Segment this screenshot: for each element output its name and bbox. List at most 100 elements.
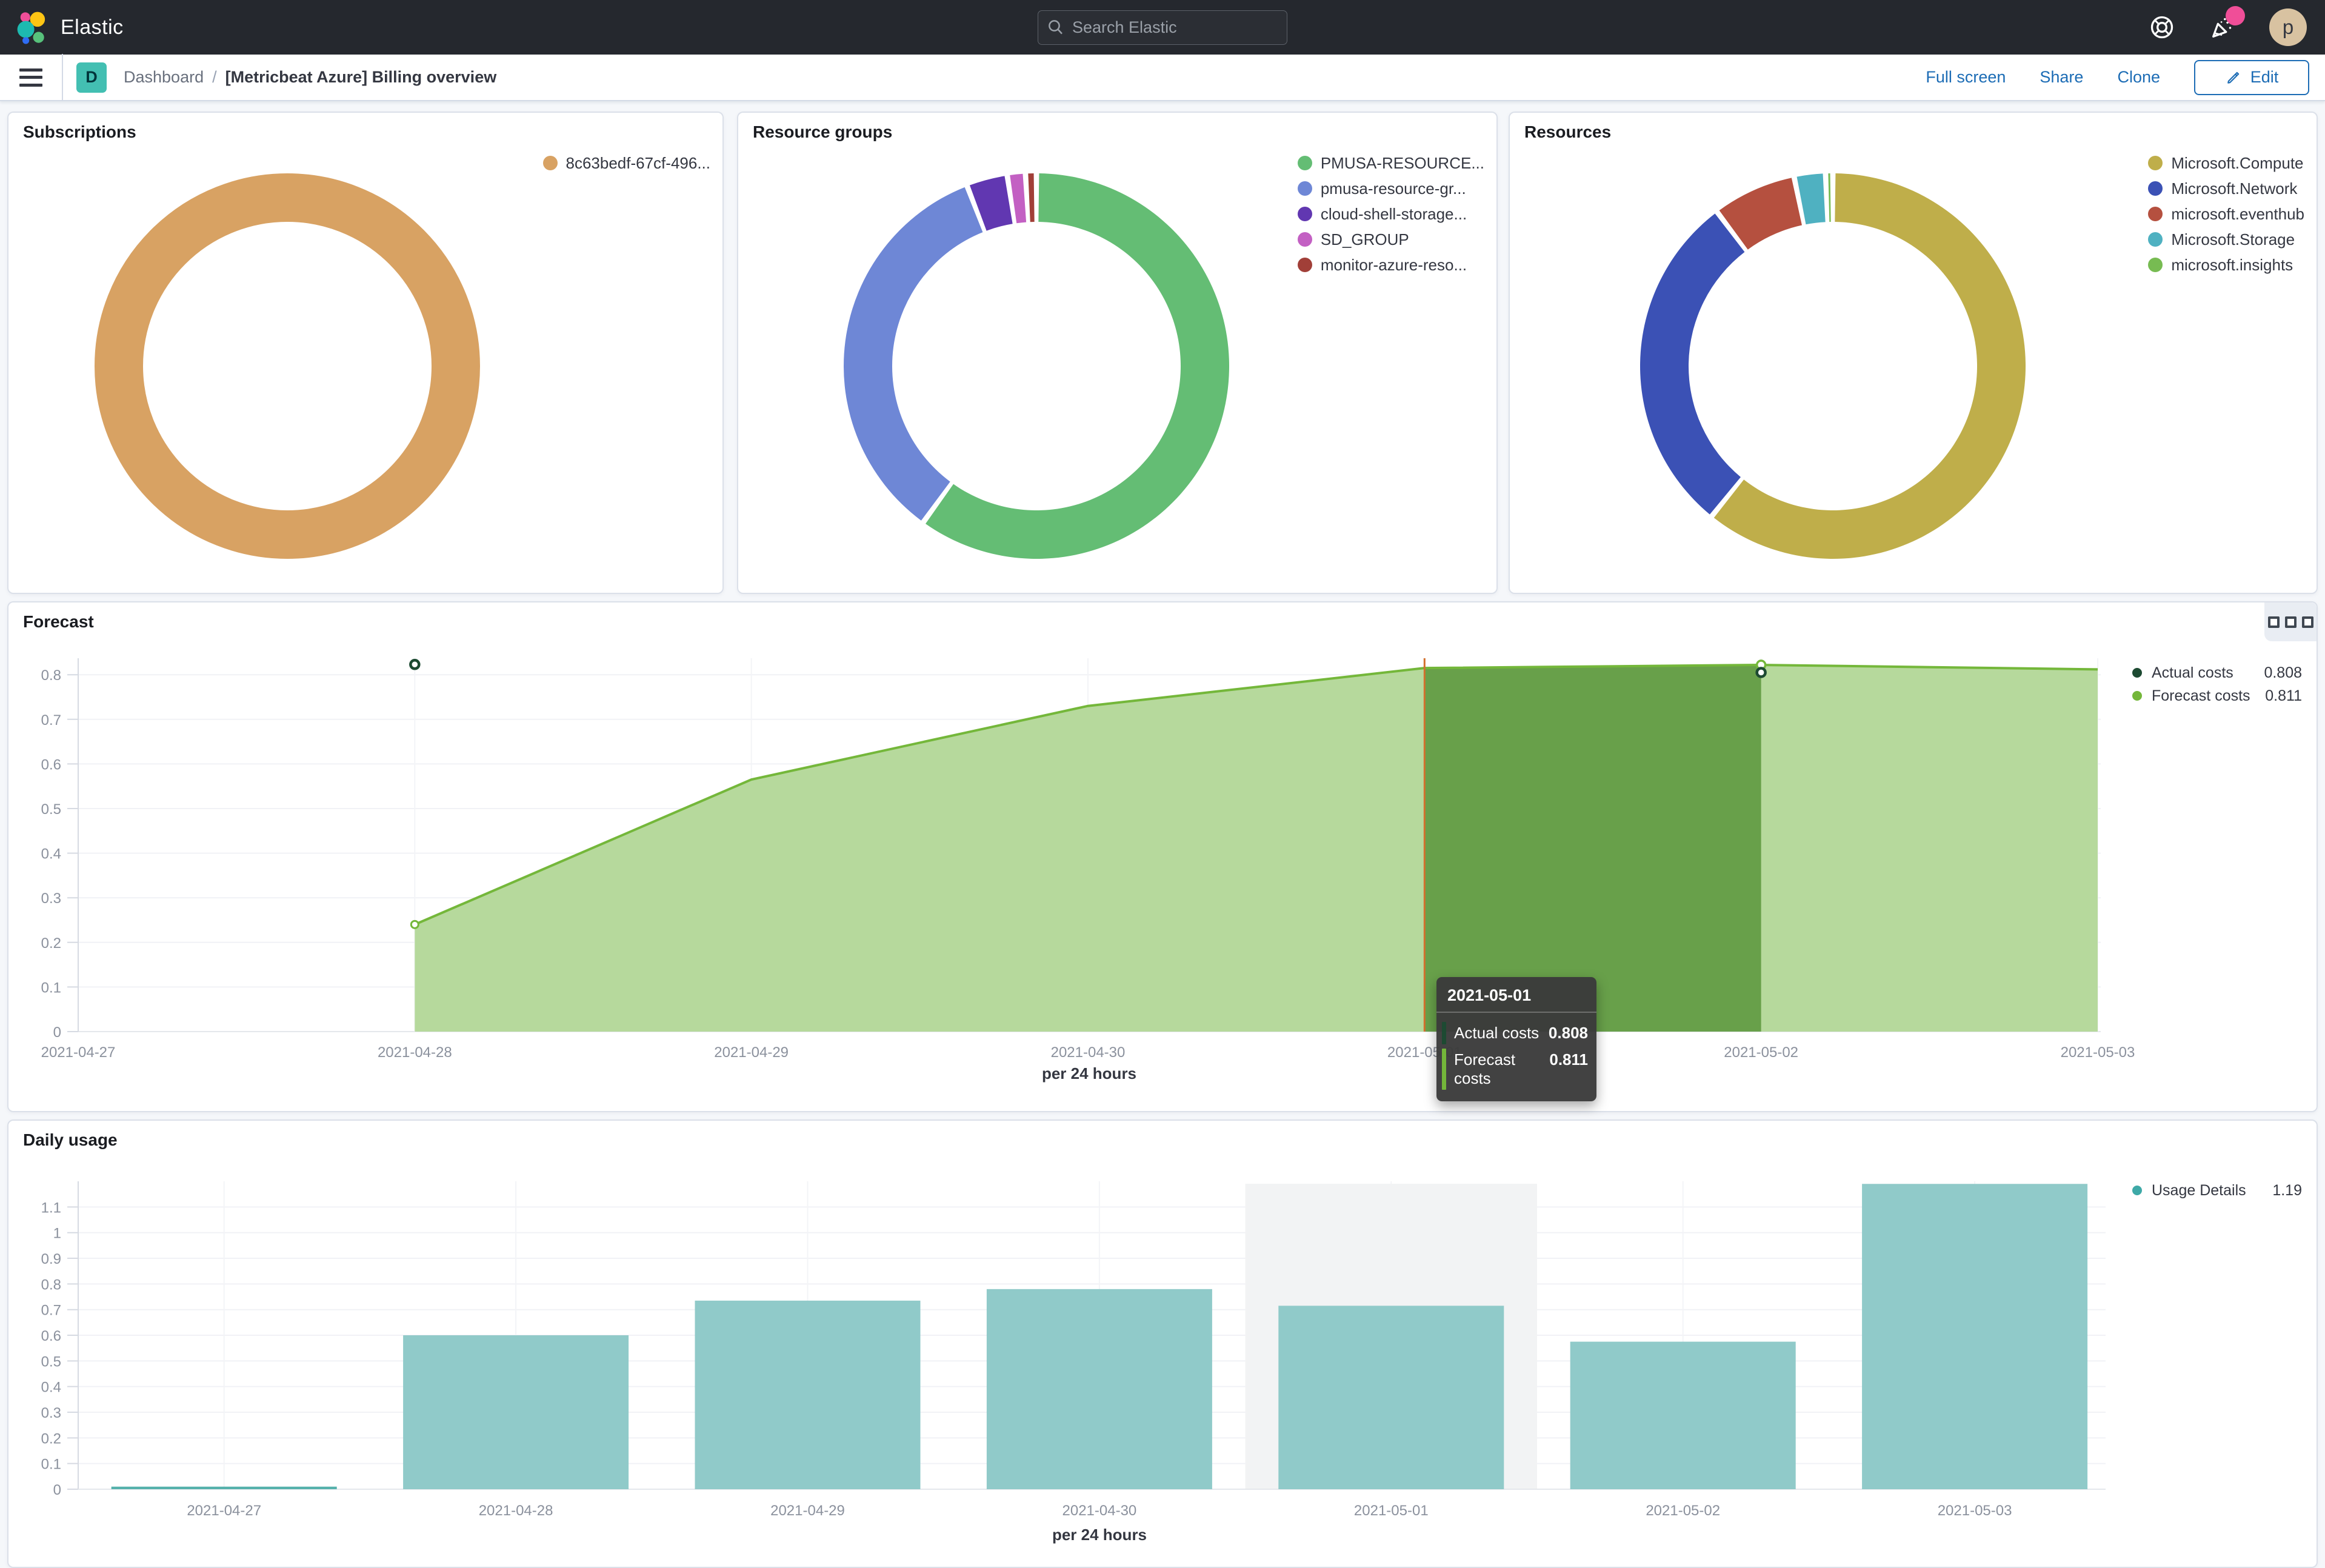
y-tick-label: 0.6 — [41, 756, 61, 773]
donut-segment[interactable] — [95, 173, 480, 559]
breadcrumb-dashboard[interactable]: Dashboard — [124, 68, 204, 86]
legend-item[interactable]: microsoft.insights — [2148, 252, 2304, 278]
legend-item[interactable]: Microsoft.Network — [2148, 176, 2304, 201]
menu-button[interactable] — [19, 68, 42, 87]
legend-item[interactable]: Microsoft.Compute — [2148, 150, 2304, 176]
bar[interactable] — [111, 1486, 337, 1489]
legend-label: Forecast costs — [2152, 687, 2250, 704]
legend-dot — [2148, 156, 2163, 170]
legend-value: 0.808 — [2264, 664, 2302, 681]
y-tick-label: 0.3 — [41, 890, 61, 907]
legend-item[interactable]: monitor-azure-reso... — [1297, 252, 1484, 278]
y-tick-label: 0.4 — [41, 846, 61, 862]
elastic-logo-icon — [17, 12, 45, 44]
donut-segment[interactable] — [969, 176, 1013, 231]
legend-dot — [1297, 258, 1312, 272]
data-point-marker[interactable] — [410, 919, 419, 929]
legend-item[interactable]: Forecast costs 0.811 — [2132, 684, 2302, 707]
share-button[interactable]: Share — [2040, 68, 2084, 86]
legend-item[interactable]: Usage Details 1.19 — [2132, 1179, 2302, 1202]
tooltip-row: Actual costs 0.808 — [1442, 1022, 1588, 1044]
x-tick-label: 2021-05-03 — [1938, 1503, 2012, 1519]
daily-usage-panel: Daily usage 0 0.1 0.2 0.3 0.4 0.5 0.6 0.7 0.8 0.9… — [7, 1119, 2318, 1568]
help-button[interactable] — [2148, 13, 2176, 41]
bar[interactable] — [695, 1300, 921, 1489]
panel-title: Resources — [1524, 122, 1612, 141]
x-tick-label: 2021-05-01 — [1354, 1503, 1429, 1519]
bar[interactable] — [1570, 1341, 1796, 1489]
y-tick-label: 0 — [53, 1024, 61, 1041]
page-title: [Metricbeat Azure] Billing overview — [225, 68, 497, 86]
clone-button[interactable]: Clone — [2117, 68, 2160, 86]
bar[interactable] — [1862, 1184, 2088, 1489]
resources-donut-chart — [1640, 173, 2026, 559]
legend-item[interactable]: Microsoft.Storage — [2148, 227, 2304, 252]
x-tick-label: 2021-05-02 — [1646, 1503, 1720, 1519]
pencil-icon — [2227, 72, 2239, 84]
legend-item[interactable]: microsoft.eventhub — [2148, 201, 2304, 227]
data-point-marker[interactable] — [409, 659, 421, 670]
resource-groups-panel: Resource groups PMUSA-RESOURCE... pmusa-r… — [737, 112, 1498, 594]
legend-dot — [1297, 232, 1312, 247]
daily-usage-bar-chart: 0 0.1 0.2 0.3 0.4 0.5 0.6 0.7 0.8 0.9 1 1.1 2021-04-… — [41, 1181, 2106, 1519]
legend-dot — [2132, 691, 2142, 701]
y-tick-label: 0.1 — [41, 979, 61, 996]
user-avatar[interactable]: p — [2269, 8, 2307, 46]
y-tick-label: 0.2 — [41, 935, 61, 952]
subscriptions-donut-chart — [95, 173, 480, 559]
elastic-brand[interactable]: Elastic — [16, 10, 124, 44]
resource-groups-donut-chart — [844, 173, 1229, 559]
news-button[interactable] — [2209, 6, 2245, 41]
edit-button[interactable]: Edit — [2194, 59, 2309, 95]
legend-dot — [2132, 668, 2142, 678]
legend-dot — [2132, 1186, 2142, 1195]
x-tick-label: 2021-04-27 — [41, 1044, 116, 1061]
notification-dot — [2226, 6, 2245, 25]
donut-segment[interactable] — [844, 187, 983, 521]
legend-label: Usage Details — [2152, 1181, 2246, 1199]
legend-item[interactable]: SD_GROUP — [1297, 227, 1484, 252]
bar[interactable] — [986, 1289, 1212, 1489]
legend-item[interactable]: 8c63bedf-67cf-496... — [542, 150, 710, 176]
donut-segment[interactable] — [1010, 173, 1027, 224]
bar[interactable] — [1278, 1306, 1504, 1489]
donut-segment[interactable] — [1719, 178, 1802, 250]
y-tick-label: 0.5 — [41, 801, 61, 818]
global-search-input[interactable]: Search Elastic — [1038, 10, 1287, 45]
legend-label: cloud-shell-storage... — [1320, 204, 1467, 223]
legend-item[interactable]: Actual costs 0.808 — [2132, 661, 2302, 684]
subscriptions-panel: Subscriptions 8c63bedf-67cf-496... — [7, 112, 724, 594]
x-tick-label: 2021-05-03 — [2061, 1044, 2135, 1061]
legend-label: Microsoft.Compute — [2171, 153, 2304, 172]
avatar-letter: p — [2282, 16, 2294, 38]
donut-segment[interactable] — [1640, 213, 1745, 515]
resources-legend: Microsoft.Compute Microsoft.Network micros… — [2148, 150, 2304, 278]
donut-segment[interactable] — [1796, 173, 1826, 225]
panel-options-button[interactable] — [2264, 602, 2317, 641]
data-point-marker[interactable] — [1755, 667, 1767, 678]
y-tick-label: 0 — [53, 1482, 61, 1498]
donut-segment[interactable] — [926, 173, 1229, 559]
daily-x-axis-title: per 24 hours — [1052, 1526, 1147, 1544]
life-ring-icon — [2150, 16, 2173, 39]
legend-item[interactable]: pmusa-resource-gr... — [1297, 176, 1484, 201]
y-tick-label: 0.4 — [41, 1380, 61, 1396]
tooltip-label: Forecast costs — [1454, 1050, 1516, 1087]
bar[interactable] — [403, 1335, 629, 1489]
legend-item[interactable]: cloud-shell-storage... — [1297, 201, 1484, 227]
x-tick-label: 2021-04-27 — [187, 1503, 261, 1519]
divider — [62, 54, 63, 101]
search-placeholder: Search Elastic — [1072, 18, 1177, 36]
forecast-area-chart: 0 0.1 0.2 0.3 0.4 0.5 0.6 0.7 0.8 2021-04-27 2021-… — [41, 658, 2135, 1061]
legend-item[interactable]: PMUSA-RESOURCE... — [1297, 150, 1484, 176]
tooltip-value: 0.811 — [1549, 1050, 1588, 1069]
space-badge[interactable]: D — [76, 62, 107, 93]
donut-segment[interactable] — [1828, 173, 1831, 222]
donut-segment[interactable] — [1028, 173, 1035, 222]
legend-dot — [542, 156, 558, 170]
legend-label: microsoft.insights — [2171, 255, 2293, 274]
tooltip-swatch — [1442, 1022, 1446, 1044]
full-screen-button[interactable]: Full screen — [1926, 68, 2006, 86]
y-tick-label: 0.3 — [41, 1405, 61, 1421]
donut-segment[interactable] — [1713, 173, 2026, 559]
